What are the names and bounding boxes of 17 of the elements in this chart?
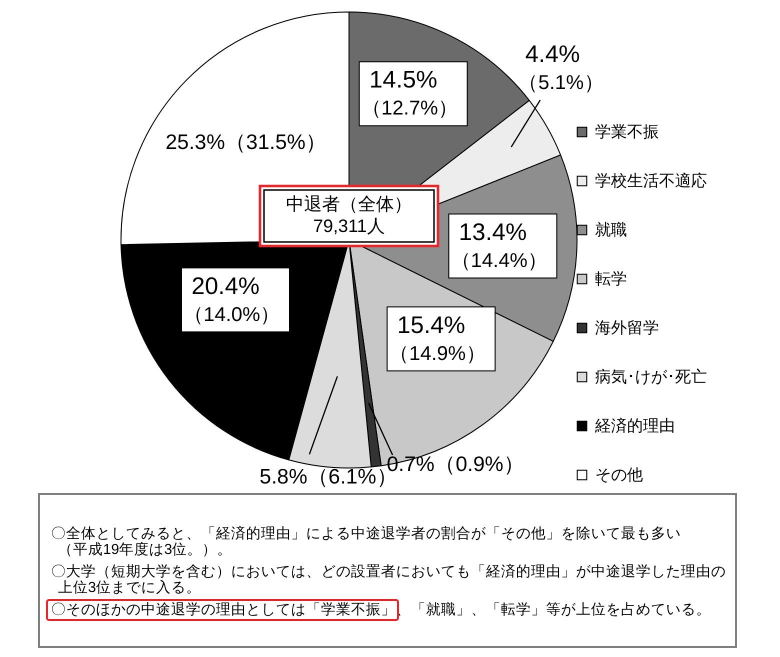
legend-label: その他 — [595, 467, 643, 484]
text: 中退者（全体） 79,311人 — [286, 194, 412, 236]
text: 〇全体としてみると、「経済的理由」による中途退学者の割合が「その他」を除いて最も多い（平成19年度は3位。）。 — [51, 525, 681, 558]
data-label: 14.5%（12.7%） — [361, 66, 458, 120]
legend-label: 病気･けが･死亡 — [595, 368, 707, 386]
legend-label: 海外留学 — [595, 319, 659, 337]
data-label: 20.4%（14.0%） — [183, 272, 280, 326]
text: 〇大学（短期大学を含む）においては、どの設置者においても「経済的理由」が中途退学した理由の上位3位までに入る。 — [51, 563, 726, 596]
data-label: 4.4%（5.1%） — [518, 41, 604, 94]
legend-label: 転学 — [595, 270, 627, 288]
legend-label: 就職 — [595, 221, 627, 239]
legend-label: 学校生活不適応 — [595, 172, 707, 190]
legend-label: 経済的理由 — [594, 417, 675, 435]
data-label: 13.4%（14.4%） — [450, 219, 548, 272]
data-label: 15.4%（14.9%） — [389, 312, 486, 365]
data-label: 25.3%（31.5%） — [165, 131, 327, 154]
legend-label: 学業不振 — [595, 123, 659, 141]
